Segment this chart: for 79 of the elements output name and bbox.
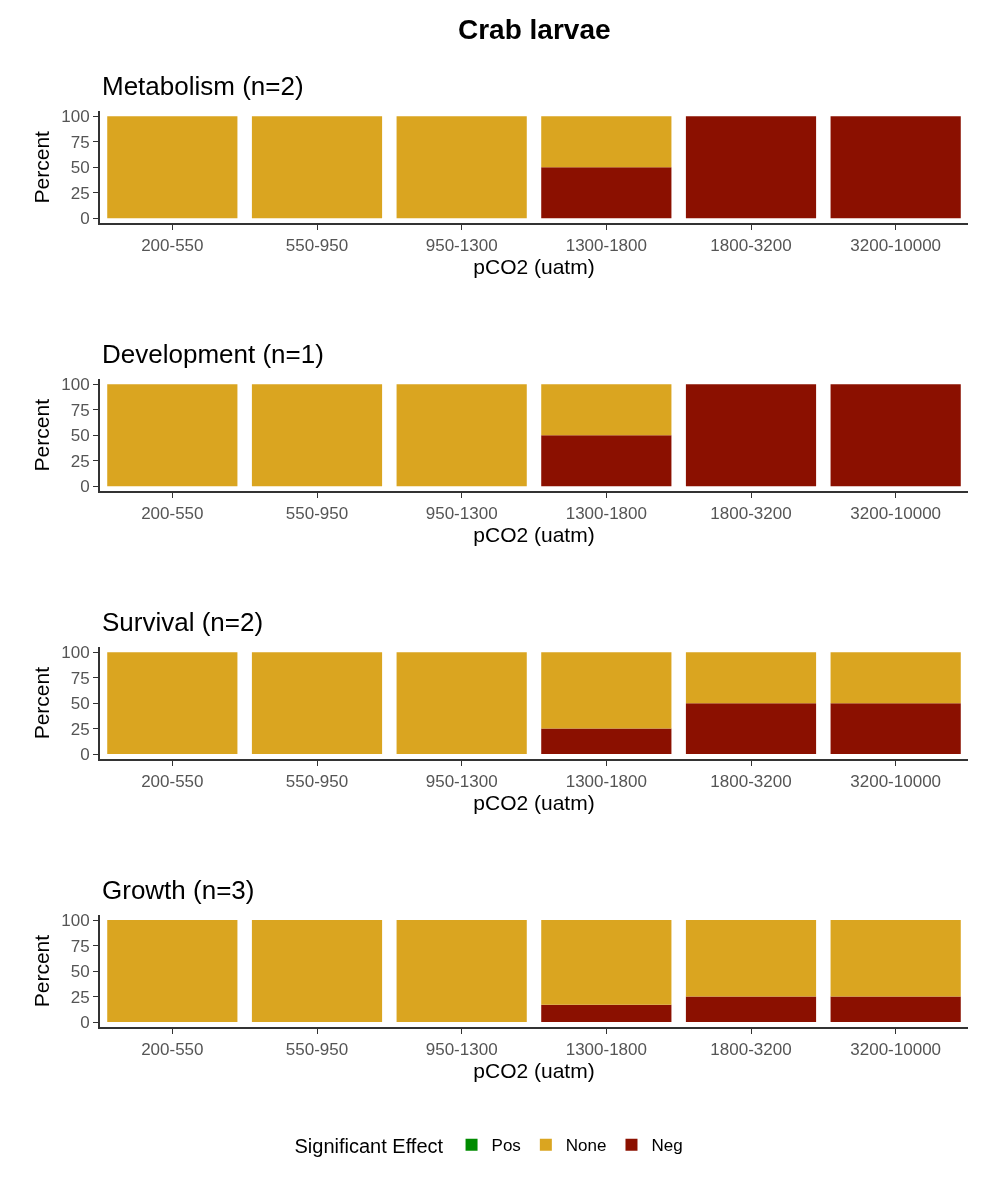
bar [685,996,817,1023]
x-tick-label: 950-1300 [425,771,498,791]
bar [107,920,238,1023]
y-tick-label: 75 [70,400,90,420]
x-tick-label: 950-1300 [425,1039,498,1059]
bar [541,652,672,729]
x-tick-label: 550-950 [285,771,349,791]
bar [685,920,817,997]
x-tick-label: 1300-1800 [565,771,647,791]
x-tick-label: 1300-1800 [565,503,647,523]
legend-title: Significant Effect [294,1135,444,1158]
bar [541,920,672,1005]
x-tick-label: 1300-1800 [565,1039,647,1059]
y-tick-label: 25 [70,451,90,471]
x-tick-label: 1800-3200 [710,503,792,523]
bar [685,703,817,755]
y-tick-label: 75 [70,668,90,688]
chart-subtitle: Survival (n=2) [102,607,264,637]
x-tick-label: 1800-3200 [710,235,792,255]
bar [830,703,961,755]
x-tick-label: 1800-3200 [710,771,792,791]
x-axis-title: pCO2 (uatm) [473,522,595,546]
x-tick-label: 3200-10000 [850,503,942,523]
x-tick-label: 200-550 [141,503,204,523]
y-tick-label: 50 [70,694,90,714]
chart-subtitle: Development (n=1) [102,339,324,369]
y-tick-label: 100 [61,107,90,127]
bar [107,652,238,755]
y-tick-label: 25 [70,987,90,1007]
y-axis-title: Percent [29,666,53,740]
bar [251,652,383,755]
x-tick-label: 200-550 [141,235,204,255]
y-tick-label: 50 [70,158,90,178]
bar [541,728,672,755]
x-tick-label: 950-1300 [425,235,498,255]
bar [396,652,527,755]
y-tick-label: 50 [70,962,90,982]
x-tick-label: 3200-10000 [850,1039,942,1059]
x-tick-label: 1800-3200 [710,1039,792,1059]
chart-subtitle: Metabolism (n=2) [102,71,304,101]
bar [830,652,961,704]
x-axis-title: pCO2 (uatm) [473,790,595,814]
x-tick-label: 550-950 [285,503,349,523]
x-tick-label: 550-950 [285,235,349,255]
legend-label: None [565,1136,607,1156]
x-tick-label: 3200-10000 [850,235,942,255]
y-tick-label: 100 [61,375,90,395]
legend-label: Neg [651,1136,683,1156]
bar [685,652,817,704]
chart-title: Crab larvae [458,14,611,45]
x-tick-label: 1300-1800 [565,235,647,255]
y-axis-title: Percent [29,398,53,472]
y-tick-label: 0 [80,745,90,765]
legend-label: Pos [491,1136,521,1156]
y-tick-label: 75 [70,132,90,152]
y-tick-label: 25 [70,719,90,739]
bar [541,1004,672,1023]
bar [396,920,527,1023]
bar [830,996,961,1023]
y-tick-label: 0 [80,1012,90,1032]
x-tick-label: 200-550 [141,771,204,791]
y-axis-title: Percent [29,130,53,204]
y-tick-label: 100 [61,643,90,663]
y-tick-label: 0 [80,477,90,497]
y-tick-label: 50 [70,426,90,446]
x-axis-title: pCO2 (uatm) [473,254,595,278]
x-tick-label: 200-550 [141,1039,204,1059]
x-tick-label: 3200-10000 [850,771,942,791]
bar [830,920,961,997]
y-tick-label: 0 [80,209,90,229]
bar [251,920,383,1023]
y-axis-title: Percent [29,934,53,1008]
y-tick-label: 75 [70,936,90,956]
x-axis-title: pCO2 (uatm) [473,1058,595,1082]
x-tick-label: 950-1300 [425,503,498,523]
x-tick-label: 550-950 [285,1039,349,1059]
y-tick-label: 100 [61,911,90,931]
y-tick-label: 25 [70,183,90,203]
chart-subtitle: Growth (n=3) [102,875,255,905]
